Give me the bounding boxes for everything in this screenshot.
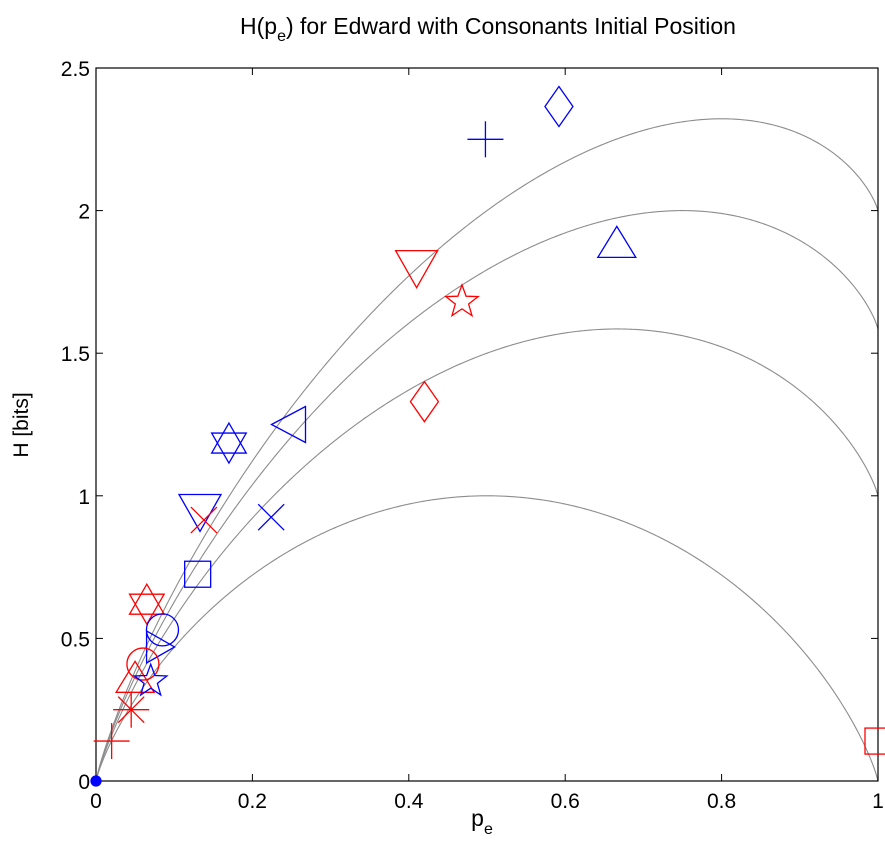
chart-title-rest: ) for Edward with Consonants Initial Pos… <box>286 13 736 39</box>
y-tick-label: 0.5 <box>61 628 90 651</box>
marker-hexagram-red <box>128 582 166 626</box>
x-axis-label-sub: e <box>484 821 493 838</box>
y-tick-label: 0 <box>78 771 90 794</box>
reference-curve-n5 <box>95 118 879 782</box>
reference-curve-n3 <box>95 328 879 782</box>
x-tick-label: 1 <box>872 790 884 813</box>
marker-circle-red <box>126 647 160 681</box>
marker-triangle-right-blue <box>145 629 176 665</box>
y-axis-label: H [bits] <box>10 392 33 457</box>
y-tick-label: 2 <box>78 201 90 224</box>
x-tick-label: 0 <box>90 790 102 813</box>
marker-triangle-up-blue <box>596 225 637 259</box>
plot-frame <box>95 67 879 782</box>
marker-triangle-down-red <box>394 249 439 289</box>
y-tick-label: 1.5 <box>61 343 90 366</box>
marker-triangle-left-blue <box>270 405 307 444</box>
x-tick-label: 0.4 <box>394 790 424 813</box>
x-tick-label: 0.8 <box>707 790 736 813</box>
y-tick-label: 2.5 <box>61 58 90 81</box>
marker-triangle-down-blue <box>177 493 223 533</box>
marker-square-blue <box>184 560 212 588</box>
axes: 0 0.2 0.4 0.6 0.8 1 0 0.5 1 1.5 2 2.5 <box>61 58 884 813</box>
chart-title-sub: e <box>277 28 286 45</box>
y-tick-label: 1 <box>78 486 90 509</box>
marker-square-red <box>864 727 885 755</box>
marker-diamond-blue <box>544 85 574 128</box>
marker-filled-circle-blue <box>90 775 102 787</box>
marker-circle-blue <box>145 613 180 647</box>
marker-hexagram-blue <box>210 421 248 465</box>
reference-curve-n4 <box>95 210 879 782</box>
marker-pentagram-red <box>443 282 480 318</box>
data-markers <box>90 85 885 787</box>
chart-title: H(pe) for Edward with Consonants Initial… <box>240 13 736 45</box>
marker-triangle-up-red <box>114 660 156 693</box>
x-axis-label: pe <box>471 805 493 838</box>
marker-x-red <box>190 506 218 534</box>
reference-curves <box>95 118 879 782</box>
x-tick-label: 0.2 <box>238 790 267 813</box>
marker-x-blue <box>257 503 285 531</box>
marker-plus-red <box>93 723 130 760</box>
marker-plus-blue <box>467 121 504 158</box>
x-axis-label-main: p <box>471 805 484 831</box>
marker-pentagram-blue <box>132 662 169 697</box>
chart-title-main: H(p <box>240 13 277 39</box>
marker-diamond-red <box>409 380 440 423</box>
marker-asterisk-red <box>113 691 150 728</box>
x-tick-label: 0.6 <box>551 790 580 813</box>
reference-curve-n2 <box>95 495 879 782</box>
